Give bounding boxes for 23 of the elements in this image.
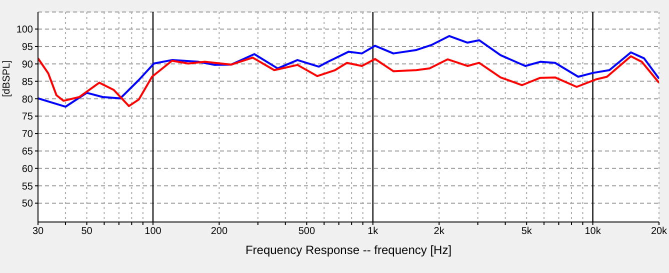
x-tick-label: 50 bbox=[81, 226, 93, 238]
x-tick-label: 20k bbox=[650, 226, 668, 238]
x-tick-label: 100 bbox=[144, 226, 162, 238]
y-tick-label: 90 bbox=[22, 59, 34, 70]
x-tick-label: 5k bbox=[521, 226, 533, 238]
x-axis-title: Frequency Response -- frequency [Hz] bbox=[245, 243, 452, 257]
y-tick-label: 100 bbox=[16, 24, 34, 36]
x-tick-label: 1k bbox=[368, 226, 380, 238]
x-tick-label: 2k bbox=[434, 226, 446, 238]
x-tick-label: 30 bbox=[32, 226, 44, 238]
x-tick-label: 200 bbox=[210, 226, 228, 238]
y-tick-label: 60 bbox=[22, 164, 34, 175]
y-axis-title: [dBSPL] bbox=[2, 60, 13, 97]
y-tick-label: 85 bbox=[22, 76, 34, 88]
y-tick-label: 80 bbox=[22, 94, 34, 106]
y-tick-label: 65 bbox=[22, 146, 34, 158]
y-tick-label: 70 bbox=[22, 129, 34, 140]
y-tick-label: 55 bbox=[22, 181, 34, 192]
x-tick-label: 500 bbox=[298, 226, 316, 238]
y-tick-label: 75 bbox=[22, 112, 34, 123]
x-tick-label: 10k bbox=[584, 226, 602, 238]
y-tick-label: 50 bbox=[22, 198, 34, 210]
y-tick-label: 95 bbox=[22, 42, 34, 54]
